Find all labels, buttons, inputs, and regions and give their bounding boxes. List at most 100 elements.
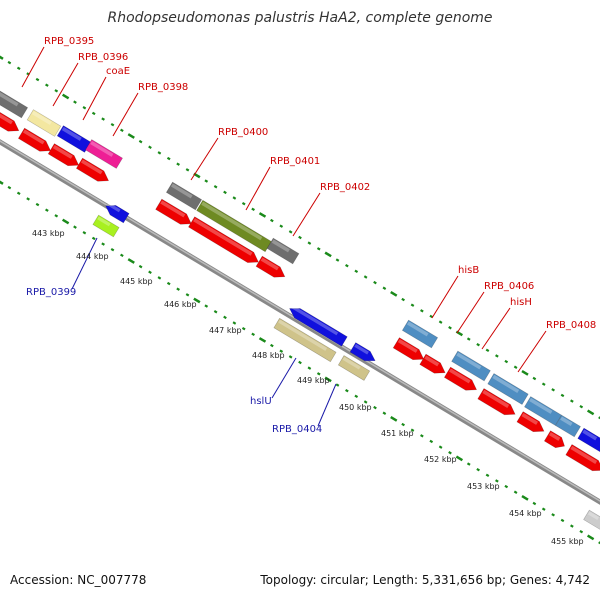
outer-tick	[7, 60, 12, 65]
outer-tick	[570, 399, 574, 403]
inner-tick	[213, 310, 218, 314]
gene-label: hisH	[510, 297, 532, 308]
gene-label: RPB_0408	[546, 320, 596, 331]
gene-label: RPB_0404	[272, 424, 322, 435]
outer-tick	[279, 224, 284, 228]
outer-tick	[73, 100, 77, 104]
inner-tick	[270, 343, 274, 348]
feature-grey	[165, 181, 203, 211]
inner-tick	[579, 530, 584, 534]
leader-line	[190, 137, 219, 181]
outer-tick	[420, 309, 424, 313]
inner-tick	[279, 349, 284, 353]
outer-tick	[54, 89, 59, 93]
leader-line	[481, 307, 511, 350]
outer-tick	[382, 286, 387, 290]
inner-tick	[363, 400, 368, 404]
outer-tick	[288, 230, 293, 234]
gene-label: RPB_0400	[218, 127, 268, 138]
outer-tick	[513, 365, 518, 369]
inner-tick	[298, 360, 302, 365]
feature-steel	[487, 373, 529, 405]
inner-tick	[420, 434, 424, 438]
inner-tick	[258, 337, 267, 343]
outer-tick	[324, 251, 332, 258]
outer-tick	[157, 151, 162, 155]
inner-tick	[429, 439, 434, 444]
inner-tick	[148, 270, 152, 274]
kbp-tick-label: 443 kbp	[32, 229, 65, 238]
gene-label: coaE	[106, 66, 130, 77]
outer-tick	[579, 405, 584, 409]
outer-tick	[390, 291, 398, 297]
inner-tick	[138, 264, 143, 269]
cds-red-arrow	[419, 353, 446, 374]
inner-tick	[307, 366, 312, 370]
outer-tick	[232, 196, 237, 200]
cds-red-arrow	[516, 411, 545, 433]
outer-tick	[521, 370, 529, 376]
backbone	[0, 139, 600, 505]
inner-tick	[532, 501, 537, 506]
inner-tick	[35, 202, 40, 207]
outer-tick	[91, 111, 96, 116]
inner-tick	[120, 253, 124, 258]
inner-tick	[551, 513, 555, 517]
outer-tick	[185, 168, 190, 172]
outer-tick	[495, 354, 499, 358]
inner-tick	[390, 416, 398, 422]
cds-red-arrow	[0, 109, 20, 132]
inner-tick	[193, 297, 201, 304]
kbp-tick-label: 444 kbp	[76, 252, 109, 261]
feature-blue	[577, 427, 600, 453]
inner-tick	[373, 405, 377, 410]
outer-tick	[82, 106, 87, 110]
inner-tick	[101, 242, 105, 246]
features	[0, 89, 600, 531]
gene-label: RPB_0395	[44, 36, 94, 47]
inner-tick	[495, 479, 499, 483]
outer-tick	[598, 416, 600, 420]
outer-tick	[316, 247, 321, 251]
inner-tick	[485, 473, 490, 478]
outer-tick	[213, 185, 218, 189]
outer-tick	[166, 156, 171, 161]
inner-tick	[110, 247, 115, 252]
feature-blue-arrow	[289, 305, 348, 347]
outer-tick	[127, 133, 135, 139]
gene-label: RPB_0396	[78, 52, 128, 63]
outer-tick	[466, 337, 471, 341]
feature-magenta	[85, 139, 123, 169]
inner-tick	[241, 326, 246, 331]
feature-grey	[0, 89, 29, 119]
inner-tick	[185, 293, 190, 297]
cds-red-arrow	[155, 198, 192, 225]
inner-tick	[455, 455, 464, 462]
leader-line	[71, 237, 98, 290]
outer-tick	[176, 162, 180, 166]
outer-tick	[485, 348, 490, 353]
outer-tick	[110, 122, 115, 127]
inner-tick	[157, 276, 162, 280]
outer-tick	[61, 93, 70, 100]
inner-tick	[521, 495, 529, 501]
outer-tick	[148, 145, 152, 149]
gene-label: RPB_0406	[484, 281, 534, 292]
feature-lime	[92, 214, 120, 238]
inner-tick	[316, 372, 321, 376]
genome-summary-text: Topology: circular; Length: 5,331,656 bp…	[260, 573, 590, 587]
outer-tick	[204, 179, 209, 183]
gene-label: RPB_0402	[320, 182, 370, 193]
outer-tick	[532, 376, 537, 381]
gene-label: RPB_0398	[138, 82, 188, 93]
outer-tick	[560, 393, 565, 398]
gene-labels: RPB_0395 RPB_0396 coaE RPB_0398 RPB_0400 RPB_…	[21, 36, 596, 435]
feature-blue-arrow	[105, 202, 130, 224]
leader-line	[456, 291, 485, 334]
kbp-tick-label: 455 kbp	[551, 537, 584, 546]
inner-tick	[466, 462, 471, 466]
leader-line	[431, 275, 459, 319]
outer-tick	[335, 258, 340, 262]
kbp-labels: 443 kbp 444 kbp 445 kbp 446 kbp 447 kbp 448 k…	[32, 229, 584, 546]
